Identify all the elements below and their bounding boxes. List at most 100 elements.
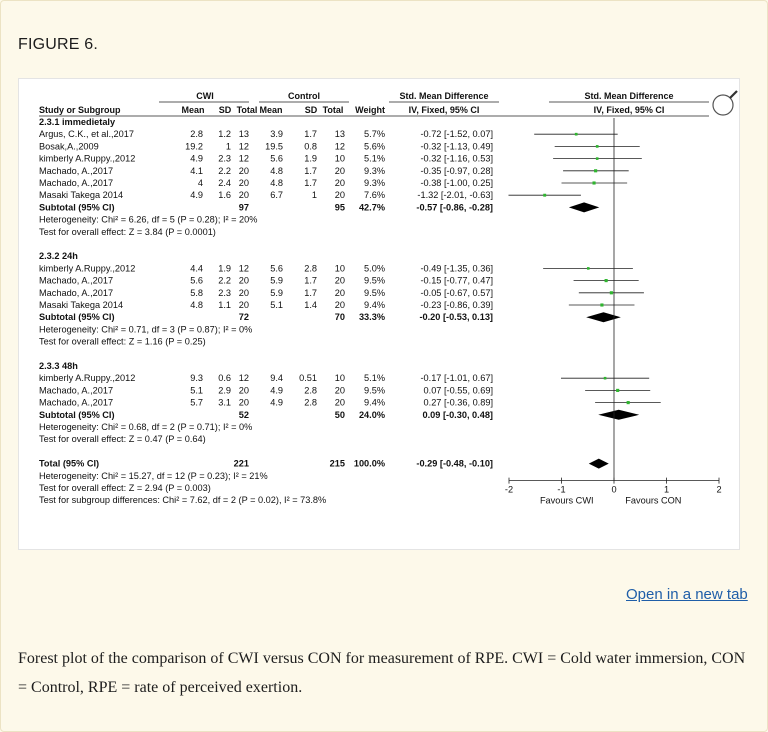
subtotal-weight: 24.0% [359,410,385,420]
magnifier-icon [712,94,734,116]
study-point [626,401,630,405]
open-in-new-tab-link[interactable]: Open in a new tab [626,586,748,603]
cwi-sd: 1.2 [218,129,231,139]
study-weight: 9.3% [364,166,385,176]
study-ci-text: -0.15 [-0.77, 0.47] [420,276,493,286]
control-sd: 0.8 [304,141,317,151]
study-ci-text: -0.17 [-1.01, 0.67] [420,373,493,383]
cwi-mean: 5.1 [190,385,203,395]
control-total: 20 [335,288,345,298]
control-sd: 1.7 [304,166,317,176]
cwi-sd: 2.9 [218,385,231,395]
control-mean: 9.4 [270,373,283,383]
overall-effect-text: Test for overall effect: Z = 0.47 (P = 0… [39,434,206,444]
study-weight: 9.4% [364,300,385,310]
control-total: 10 [335,154,345,164]
control-mean: 4.9 [270,385,283,395]
study-weight: 9.5% [364,385,385,395]
study-weight: 5.7% [364,129,385,139]
study-ci-text: -0.35 [-0.97, 0.28] [420,166,493,176]
forest-plot: CWI Control Std. Mean Difference Std. Mean … [18,78,740,550]
cwi-total: 20 [239,288,249,298]
control-sd: 1.7 [304,129,317,139]
cwi-total: 13 [239,129,249,139]
study-name: Masaki Takega 2014 [39,190,123,200]
study-name: kimberly A.Ruppy.,2012 [39,263,135,273]
total-cwi-total: 221 [234,459,249,469]
favours-cwi-label: Favours CWI [540,496,594,506]
study-name: Machado, A.,2017 [39,276,113,286]
header-ci: IV, Fixed, 95% CI [409,105,480,115]
cwi-total: 12 [239,373,249,383]
study-name: Argus, C.K., et al.,2017 [39,129,134,139]
cwi-mean: 4.4 [190,263,203,273]
control-sd: 1.7 [304,276,317,286]
cwi-mean: 4.9 [190,190,203,200]
cwi-total: 20 [239,300,249,310]
subgroup-difference-text: Test for subgroup differences: Chi² = 7.… [39,495,326,505]
study-name: Machado, A.,2017 [39,288,113,298]
study-ci-text: 0.27 [-0.36, 0.89] [424,398,493,408]
study-point [574,132,578,136]
control-sd: 0.51 [299,373,317,383]
forest-plot-svg: CWI Control Std. Mean Difference Std. Mean … [39,90,738,506]
study-ci-text: -0.72 [-1.52, 0.07] [420,129,493,139]
study-point [595,145,599,148]
cwi-sd: 1.1 [218,300,231,310]
control-sd: 2.8 [304,263,317,273]
control-mean: 5.6 [270,154,283,164]
x-axis-tick-label: 2 [716,485,721,495]
study-point [586,267,590,270]
control-mean: 5.9 [270,276,283,286]
subtotal-weight: 42.7% [359,202,385,212]
study-weight: 9.5% [364,276,385,286]
study-weight: 9.5% [364,288,385,298]
header-ci-plot: IV, Fixed, 95% CI [594,105,665,115]
control-total: 12 [335,141,345,151]
cwi-sd: 2.4 [218,178,231,188]
subtotal-control-total: 70 [335,312,345,322]
subtotal-diamond [598,409,640,420]
figure-label: FIGURE 6. [18,36,99,53]
subtotal-cwi-total: 52 [239,410,249,420]
control-mean: 5.1 [270,300,283,310]
control-sd: 1.7 [304,178,317,188]
total-control-total: 215 [330,459,345,469]
cwi-mean: 19.2 [185,141,203,151]
control-mean: 4.8 [270,178,283,188]
x-axis-tick-label: -2 [505,485,513,495]
cwi-mean: 4.9 [190,154,203,164]
study-weight: 9.3% [364,178,385,188]
overall-effect-text: Test for overall effect: Z = 1.16 (P = 0… [39,337,206,347]
cwi-total: 12 [239,154,249,164]
x-axis-tick-label: 0 [611,485,616,495]
cwi-sd: 2.3 [218,154,231,164]
cwi-sd: 3.1 [218,398,231,408]
control-mean: 6.7 [270,190,283,200]
header-cwi: CWI [196,91,214,101]
control-sd: 2.8 [304,398,317,408]
control-total: 20 [335,276,345,286]
subtotal-cwi-total: 97 [239,202,249,212]
control-mean: 5.6 [270,263,283,273]
total-overall-effect-text: Test for overall effect: Z = 2.94 (P = 0… [39,483,211,493]
study-name: Machado, A.,2017 [39,178,113,188]
total-label: Total (95% CI) [39,459,99,469]
cwi-total: 12 [239,141,249,151]
control-sd: 1.7 [304,288,317,298]
total-diamond [588,458,609,469]
control-total: 10 [335,373,345,383]
study-weight: 5.0% [364,263,385,273]
header-weight: Weight [355,105,385,115]
cwi-total: 12 [239,263,249,273]
magnifier-icon-handle [729,90,738,99]
study-name: kimberly A.Ruppy.,2012 [39,154,135,164]
cwi-total: 20 [239,178,249,188]
cwi-sd: 1.9 [218,263,231,273]
favours-con-label: Favours CON [625,496,681,506]
subgroup-title: 2.3.2 24h [39,251,78,261]
cwi-total: 20 [239,276,249,286]
study-name: Machado, A.,2017 [39,385,113,395]
subtotal-label: Subtotal (95% CI) [39,312,115,322]
header-study: Study or Subgroup [39,105,121,115]
